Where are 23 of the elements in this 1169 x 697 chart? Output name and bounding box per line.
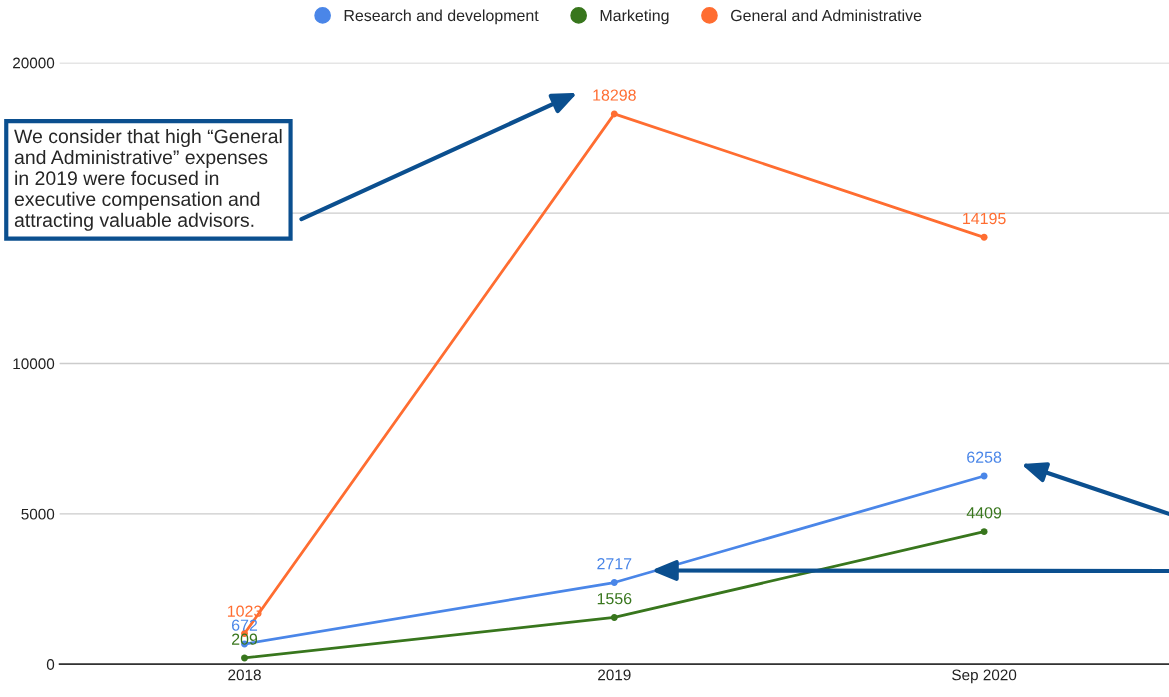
data-label: 18298 — [593, 89, 636, 101]
legend-label: Research and development — [344, 9, 539, 25]
data-label: 6258 — [967, 451, 1002, 463]
y-tick-label: 0 — [46, 659, 55, 670]
x-tick-label: Sep 2020 — [952, 669, 1017, 684]
y-tick-label: 10000 — [13, 358, 55, 370]
y-tick-label: 20000 — [13, 57, 55, 69]
point — [610, 579, 618, 586]
data-label: 14195 — [963, 212, 1006, 225]
legend-label: Marketing — [600, 9, 669, 25]
data-label: 1556 — [597, 592, 632, 605]
point — [610, 613, 618, 621]
point — [610, 110, 618, 118]
point — [980, 528, 988, 536]
data-label: 2717 — [597, 558, 632, 570]
point — [241, 654, 248, 662]
data-label: 4409 — [966, 507, 1002, 519]
legend-label: General and Administrative — [731, 9, 922, 22]
annotation: We consider that high “General and Administrative” expenses in 2019 were focused in executive compensation and attracting valuable advisors. — [14, 128, 282, 231]
x-tick-label: 2018 — [228, 669, 261, 681]
x-tick-label: 2019 — [598, 669, 631, 681]
point — [980, 233, 988, 241]
y-tick-label: 5000 — [21, 508, 55, 520]
